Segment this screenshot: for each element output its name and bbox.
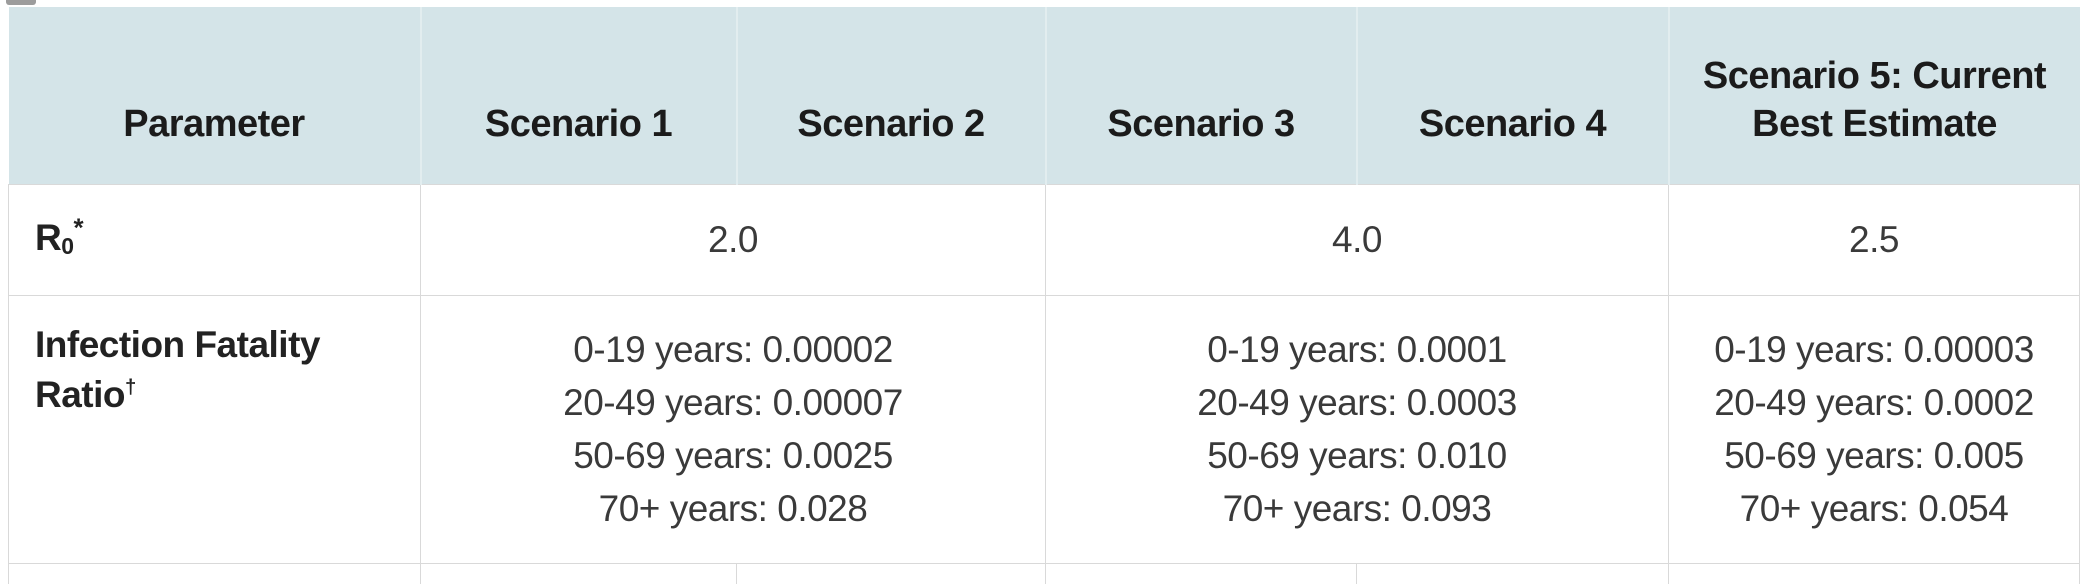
ifr-s12-age-0-19: 0-19 years: 0.00002 bbox=[573, 329, 893, 370]
ifr-s5-age-0-19: 0-19 years: 0.00003 bbox=[1714, 329, 2034, 370]
ifr-s12-age-50-69: 50-69 years: 0.0025 bbox=[573, 435, 893, 476]
ifr-parameter-label: Infection Fatality Ratio† bbox=[8, 294, 421, 564]
ifr-s12-age-70plus: 70+ years: 0.028 bbox=[598, 488, 868, 529]
ifr-s5-age-70plus: 70+ years: 0.054 bbox=[1739, 488, 2009, 529]
scenario-parameter-table: Parameter Scenario 1 Scenario 2 Scenario… bbox=[8, 7, 2080, 584]
r0-base: R bbox=[35, 216, 62, 258]
ifr-s34-age-50-69: 50-69 years: 0.010 bbox=[1207, 435, 1507, 476]
header-cell-scenario-3: Scenario 3 bbox=[1045, 7, 1358, 184]
ifr-s5-age-50-69: 50-69 years: 0.005 bbox=[1724, 435, 2024, 476]
ifr-values-scenario-5: 0-19 years: 0.00003 20-49 years: 0.0002 … bbox=[1668, 294, 2080, 564]
row-next-partial bbox=[8, 562, 2080, 584]
row-r0: R0* 2.0 4.0 2.5 bbox=[8, 183, 2080, 296]
r0-value-scenario-3-4: 4.0 bbox=[1045, 183, 1669, 296]
table-header-row: Parameter Scenario 1 Scenario 2 Scenario… bbox=[8, 7, 2080, 184]
next-row-cell-scenario-1 bbox=[420, 562, 737, 584]
r0-value-scenario-5: 2.5 bbox=[1668, 183, 2080, 296]
header-cell-scenario-5: Scenario 5: Current Best Estimate bbox=[1668, 7, 2080, 184]
header-cell-parameter: Parameter bbox=[8, 7, 422, 184]
header-cell-scenario-2: Scenario 2 bbox=[736, 7, 1047, 184]
r0-asterisk: * bbox=[73, 214, 84, 243]
r0-subscript: 0 bbox=[61, 232, 74, 259]
row-infection-fatality-ratio: Infection Fatality Ratio† 0-19 years: 0.… bbox=[8, 294, 2080, 564]
header-cell-scenario-1: Scenario 1 bbox=[420, 7, 738, 184]
ifr-values-scenario-1-2: 0-19 years: 0.00002 20-49 years: 0.00007… bbox=[420, 294, 1046, 564]
next-row-cell-scenario-2 bbox=[736, 562, 1046, 584]
ifr-values-scenario-3-4: 0-19 years: 0.0001 20-49 years: 0.0003 5… bbox=[1045, 294, 1669, 564]
header-cell-scenario-4: Scenario 4 bbox=[1356, 7, 1670, 184]
next-row-cell-scenario-5 bbox=[1668, 562, 2080, 584]
ifr-s34-age-70plus: 70+ years: 0.093 bbox=[1222, 488, 1492, 529]
ifr-s5-age-20-49: 20-49 years: 0.0002 bbox=[1714, 382, 2034, 423]
next-row-cell-parameter bbox=[8, 562, 421, 584]
ifr-s34-age-0-19: 0-19 years: 0.0001 bbox=[1207, 329, 1507, 370]
ifr-label-text: Infection Fatality Ratio bbox=[35, 323, 320, 415]
next-row-cell-scenario-3 bbox=[1045, 562, 1357, 584]
ifr-s34-age-20-49: 20-49 years: 0.0003 bbox=[1197, 382, 1517, 423]
ifr-s12-age-20-49: 20-49 years: 0.00007 bbox=[563, 382, 903, 423]
cropped-content-artifact bbox=[6, 0, 36, 5]
ifr-dagger: † bbox=[125, 376, 136, 399]
r0-parameter-label: R0* bbox=[8, 183, 421, 296]
r0-value-scenario-1-2: 2.0 bbox=[420, 183, 1046, 296]
next-row-cell-scenario-4 bbox=[1356, 562, 1669, 584]
